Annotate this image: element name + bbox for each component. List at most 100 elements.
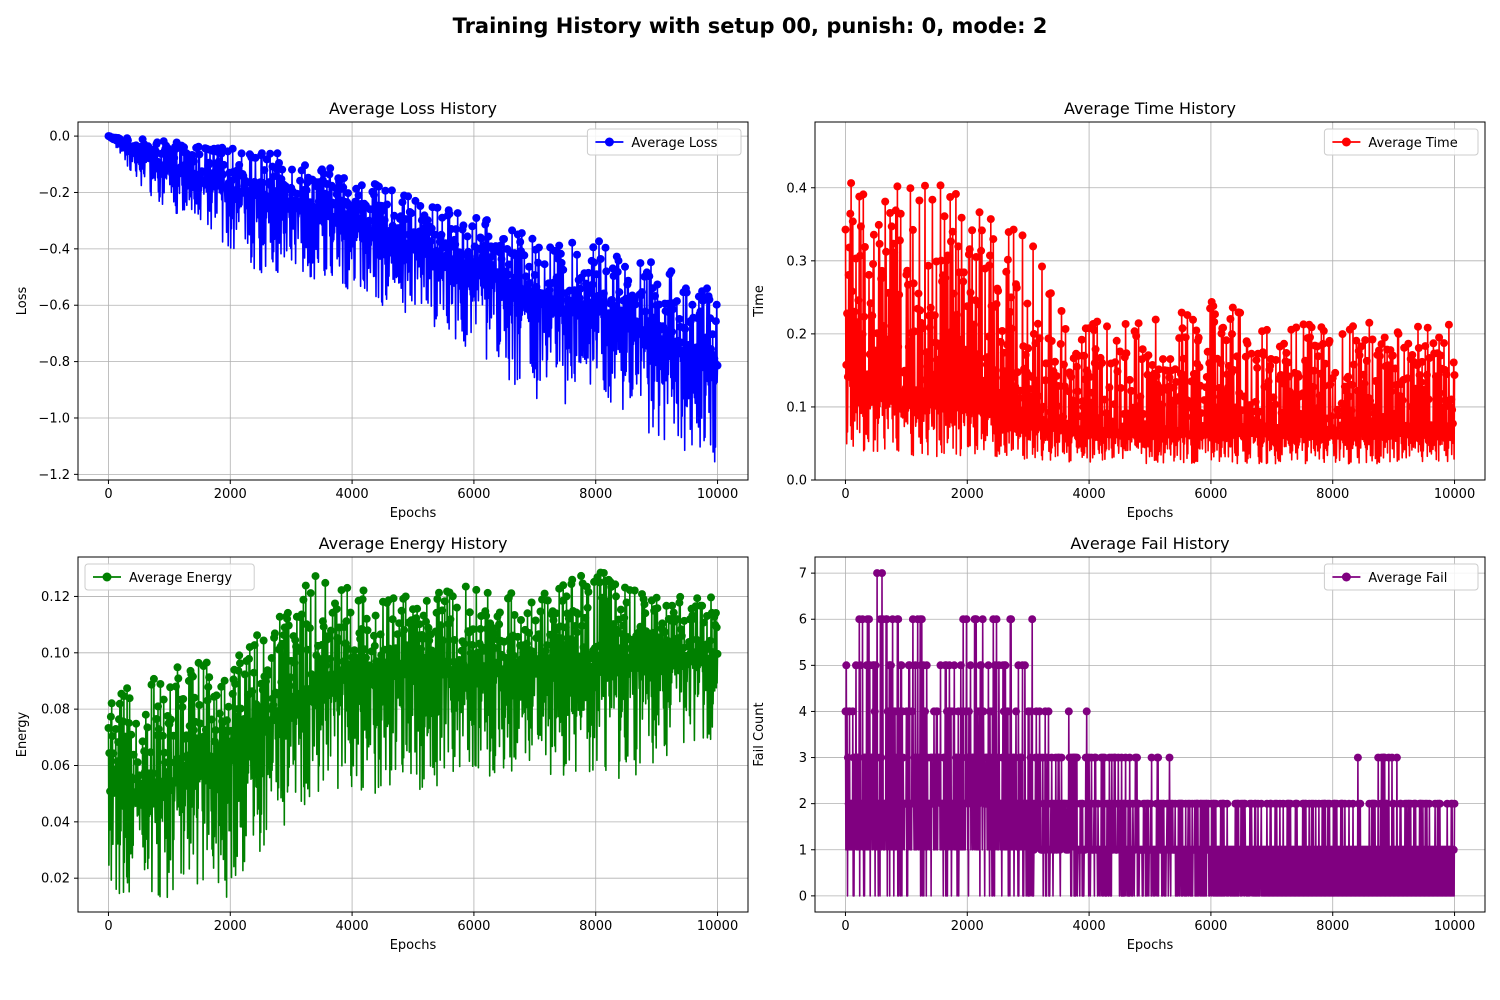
fail-marker <box>1243 845 1252 854</box>
time-marker <box>1094 414 1103 423</box>
loss-marker <box>178 168 187 177</box>
energy-marker <box>572 608 581 617</box>
loss-marker <box>253 179 262 188</box>
energy-marker <box>186 666 195 675</box>
loss-marker <box>568 238 577 247</box>
time-marker <box>1098 358 1107 367</box>
fail-marker <box>946 799 955 808</box>
fail-ytick-label-2: 2 <box>799 797 807 812</box>
energy-marker <box>478 646 487 655</box>
loss-marker <box>262 155 271 164</box>
fail-marker <box>1033 799 1042 808</box>
loss-marker <box>368 187 377 196</box>
fail-marker <box>1106 845 1115 854</box>
energy-marker <box>261 724 270 733</box>
energy-marker <box>712 623 721 632</box>
loss-marker <box>437 230 446 239</box>
loss-marker <box>525 262 534 271</box>
loss-marker <box>333 212 342 220</box>
loss-marker <box>391 235 400 244</box>
fail-marker <box>1172 845 1181 854</box>
energy-marker <box>652 593 661 602</box>
loss-marker <box>184 157 193 166</box>
time-marker <box>889 239 898 248</box>
energy-marker <box>608 621 616 630</box>
fail-marker <box>973 799 981 808</box>
loss-marker <box>573 250 581 259</box>
loss-marker <box>334 174 343 183</box>
loss-marker <box>195 150 204 159</box>
loss-marker <box>255 192 264 201</box>
time-marker <box>891 206 900 215</box>
energy-marker <box>337 586 346 595</box>
fail-marker <box>1193 799 1202 808</box>
fail-marker <box>1236 845 1245 854</box>
energy-marker <box>324 671 333 680</box>
energy-marker <box>281 681 290 690</box>
time-marker <box>1059 360 1068 369</box>
time-marker <box>921 181 929 190</box>
loss-marker <box>348 220 357 229</box>
energy-marker <box>543 641 551 650</box>
loss-marker <box>290 202 299 211</box>
loss-marker <box>419 243 428 252</box>
fail-marker <box>1365 799 1374 808</box>
fail-marker <box>1079 845 1088 854</box>
time-marker <box>862 382 871 391</box>
energy-marker <box>566 635 575 644</box>
energy-marker <box>340 674 349 683</box>
time-marker <box>1354 347 1363 355</box>
time-marker <box>986 215 995 224</box>
fail-marker <box>1208 845 1217 854</box>
time-marker <box>1085 372 1094 381</box>
fail-marker <box>1344 845 1353 854</box>
fail-marker <box>1283 799 1292 808</box>
loss-marker <box>612 315 620 324</box>
loss-xtick-label-3: 6000 <box>457 487 490 502</box>
fail-marker <box>916 615 925 624</box>
fail-marker <box>1089 845 1098 854</box>
time-marker <box>1290 368 1299 377</box>
time-marker <box>1241 425 1249 434</box>
energy-marker <box>371 611 380 620</box>
loss-marker <box>557 258 566 267</box>
time-marker <box>1032 376 1041 385</box>
loss-xtick-label-1: 2000 <box>214 487 247 502</box>
loss-marker <box>304 173 313 182</box>
energy-marker <box>459 660 468 669</box>
energy-marker <box>598 593 607 602</box>
energy-marker <box>252 700 261 709</box>
loss-marker <box>526 292 535 301</box>
loss-marker <box>472 214 481 222</box>
fail-marker <box>1229 845 1238 854</box>
fail-marker <box>1346 845 1355 854</box>
time-marker <box>1255 407 1264 416</box>
loss-marker <box>330 215 339 224</box>
fail-marker <box>865 661 874 670</box>
loss-marker <box>133 150 142 159</box>
energy-marker <box>288 703 296 712</box>
time-marker <box>972 253 981 261</box>
time-marker <box>1385 367 1394 376</box>
loss-marker <box>713 361 722 370</box>
time-marker <box>856 251 865 260</box>
loss-marker <box>535 288 544 297</box>
loss-marker <box>460 260 469 269</box>
loss-marker <box>467 257 476 266</box>
loss-marker <box>167 149 176 157</box>
loss-marker <box>151 147 160 155</box>
time-marker <box>1413 361 1422 370</box>
energy-marker <box>319 622 328 631</box>
loss-marker <box>536 295 545 304</box>
loss-marker <box>620 322 629 331</box>
loss-marker <box>288 187 297 196</box>
loss-marker <box>244 190 253 199</box>
energy-marker <box>656 639 665 648</box>
fail-series-line <box>844 572 1456 897</box>
loss-marker <box>363 221 372 230</box>
fail-marker <box>1127 845 1136 854</box>
energy-marker <box>175 759 184 768</box>
fail-marker <box>1065 753 1074 762</box>
fail-marker <box>1064 845 1072 854</box>
loss-marker <box>221 183 230 192</box>
